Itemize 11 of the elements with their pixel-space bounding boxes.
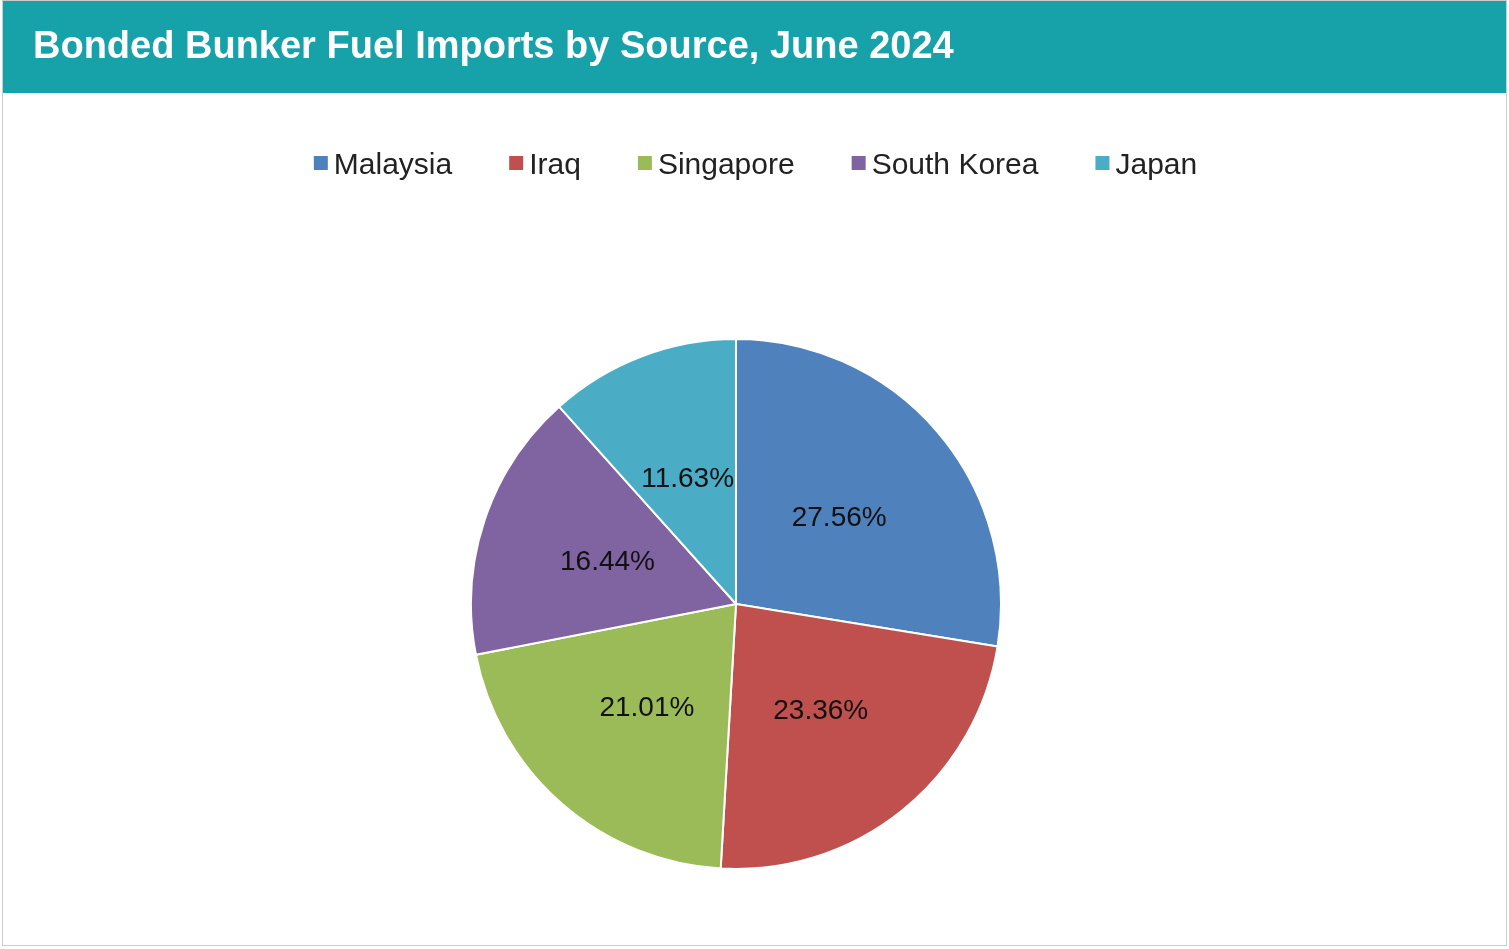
legend-label: Japan: [1115, 146, 1198, 180]
legend-label: South Korea: [871, 146, 1039, 180]
data-label: 23.36%: [773, 694, 869, 726]
chart-title: Bonded Bunker Fuel Imports by Source, June 2024: [3, 1, 1506, 93]
data-label: 16.44%: [560, 545, 656, 577]
data-label: 11.63%: [641, 461, 735, 493]
legend-label: Iraq: [529, 146, 581, 180]
legend-label: Malaysia: [333, 146, 453, 180]
data-label: 27.56%: [791, 500, 887, 532]
legend-label: Singapore: [657, 146, 795, 180]
data-label: 21.01%: [599, 690, 695, 722]
